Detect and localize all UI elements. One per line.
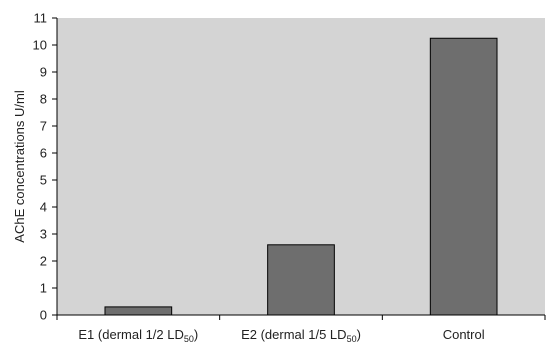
y-ticks-group: 0 1 2 3 4 5 6 7 8 9 10 11 xyxy=(33,11,57,323)
bar xyxy=(267,244,335,316)
y-tick-label: 4 xyxy=(40,200,47,215)
x-labels-group: E1 (dermal 1/2 LD50) E2 (dermal 1/5 LD50)… xyxy=(56,315,546,344)
y-tick-label: 9 xyxy=(40,65,47,80)
y-tick-label: 11 xyxy=(34,11,48,26)
y-tick-label: 0 xyxy=(40,308,47,323)
y-tick-label: 6 xyxy=(40,146,47,161)
y-tick-label: 1 xyxy=(40,281,47,296)
y-tick-label: 7 xyxy=(40,119,47,134)
bar xyxy=(104,306,173,316)
y-tick-label: 10 xyxy=(33,38,47,53)
bar xyxy=(429,37,498,316)
y-axis-title: AChE concentrations U/ml xyxy=(12,90,27,243)
y-tick-label: 5 xyxy=(40,173,47,188)
bars-group xyxy=(104,37,498,316)
x-category-label: E1 (dermal 1/2 LD50) xyxy=(78,327,198,344)
y-tick-label: 3 xyxy=(40,227,47,242)
x-category-label: Control xyxy=(443,327,485,342)
y-tick-label: 8 xyxy=(40,92,47,107)
y-tick-label: 2 xyxy=(40,254,47,269)
x-category-label: E2 (dermal 1/5 LD50) xyxy=(241,327,361,344)
